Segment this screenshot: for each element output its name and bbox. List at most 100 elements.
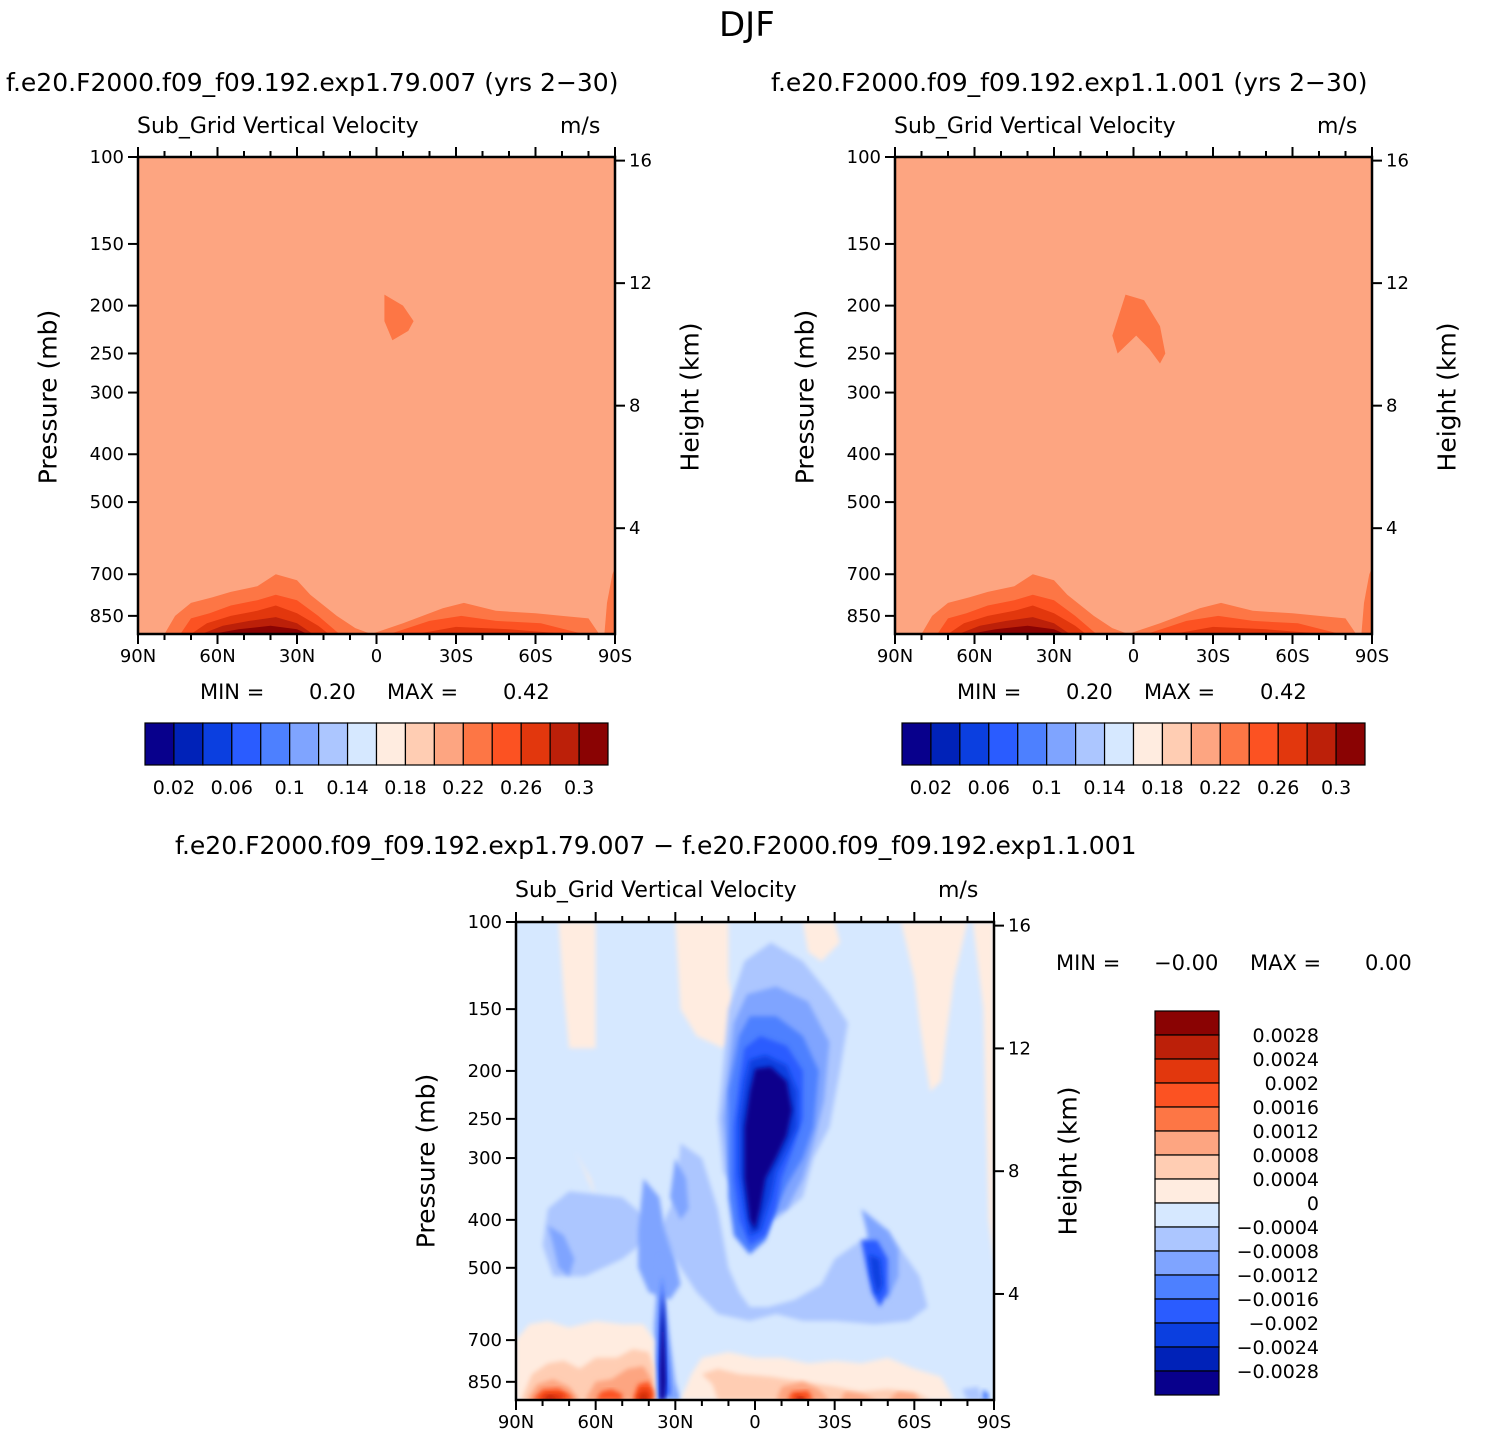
right-colorbar-swatch	[988, 722, 1019, 766]
right-colorbar-label: 0.1	[1032, 777, 1062, 799]
diff-colorbar-swatch	[1154, 1058, 1220, 1084]
left-lat-tick-label: 90N	[120, 646, 156, 667]
diff-lat-tick-label: 60S	[897, 1412, 931, 1433]
right-colorbar-swatch	[1075, 722, 1106, 766]
figure-title: DJF	[719, 5, 775, 45]
right-colorbar-label: 0.26	[1257, 777, 1299, 799]
right-colorbar-swatch	[1248, 722, 1279, 766]
right-max-value: 0.42	[1260, 680, 1307, 704]
left-lat-tick-label: 0	[371, 646, 382, 667]
right-colorbar-label: 0.18	[1141, 777, 1183, 799]
diff-colorbar-swatch	[1154, 1346, 1220, 1372]
diff-pressure-tick-label: 400	[468, 1210, 502, 1231]
diff-colorbar-label: 0.0012	[1253, 1121, 1319, 1143]
diff-pressure-tick-label: 300	[468, 1148, 502, 1169]
diff-max-label: MAX =	[1250, 951, 1322, 975]
left-colorbar-swatch	[231, 722, 262, 766]
left-lat-tick-label: 60S	[518, 646, 552, 667]
diff-pressure-tick-label: 850	[468, 1372, 502, 1393]
right-variable-label: Sub_Grid Vertical Velocity	[894, 114, 1176, 139]
right-pressure-tick-label: 400	[847, 444, 881, 465]
left-pressure-tick-label: 400	[90, 444, 124, 465]
diff-colorbar-label: −0.0024	[1237, 1337, 1319, 1359]
right-colorbar-label: 0.22	[1199, 777, 1241, 799]
right-lat-tick-label: 0	[1128, 646, 1139, 667]
left-contour-band	[416, 626, 568, 634]
diff-colorbar-swatch	[1154, 1202, 1220, 1228]
right-colorbar-swatch	[1277, 722, 1308, 766]
diff-height-tick-label: 16	[1008, 916, 1031, 937]
diff-max-value: 0.00	[1365, 951, 1412, 975]
left-colorbar-swatch	[346, 722, 378, 766]
right-field-background	[895, 157, 1372, 634]
left-colorbar-label: 0.26	[500, 777, 542, 799]
right-height-tick-label: 12	[1386, 273, 1409, 294]
left-pressure-tick-label: 250	[90, 343, 124, 364]
right-colorbar-label: 0.06	[968, 777, 1010, 799]
diff-colorbar-label: 0.0004	[1253, 1169, 1319, 1191]
diff-pressure-tick-label: 700	[468, 1330, 502, 1351]
right-colorbar-swatch	[1306, 722, 1337, 766]
diff-colorbar-label: −0.0028	[1237, 1361, 1319, 1383]
diff-colorbar-swatch	[1154, 1106, 1220, 1132]
left-field-background	[138, 157, 615, 634]
left-contour-band	[212, 625, 308, 634]
left-colorbar-swatch	[491, 722, 522, 766]
left-pressure-tick-label: 200	[90, 296, 124, 317]
left-lat-tick-label: 30N	[279, 646, 315, 667]
right-lat-tick-label: 30S	[1196, 646, 1230, 667]
diff-contour-band	[659, 1292, 666, 1400]
diff-contour-band	[701, 1368, 931, 1400]
left-colorbar-label: 0.18	[384, 777, 426, 799]
left-lat-tick-label: 30S	[439, 646, 473, 667]
right-colorbar-swatch	[1046, 722, 1077, 766]
left-colorbar-swatch	[520, 722, 551, 766]
right-contour-band	[1146, 615, 1341, 634]
left-colorbar-swatch	[375, 722, 407, 766]
diff-contour-band	[547, 1225, 575, 1277]
left-max-value: 0.42	[503, 680, 550, 704]
diff-contour-band	[901, 922, 968, 1092]
right-min-value: 0.20	[1066, 680, 1113, 704]
right-pressure-tick-label: 700	[847, 564, 881, 585]
left-lat-tick-label: 90S	[598, 646, 632, 667]
right-units-label: m/s	[1317, 114, 1358, 139]
diff-colorbar-label: 0.0028	[1253, 1025, 1319, 1047]
right-colorbar-swatch	[901, 722, 932, 766]
right-pressure-tick-label: 500	[847, 492, 881, 513]
right-pressure-tick-label: 850	[847, 606, 881, 627]
diff-lat-tick-label: 90S	[977, 1412, 1011, 1433]
diff-contour-band	[744, 1066, 793, 1231]
right-colorbar-swatch	[1132, 722, 1164, 766]
right-pressure-tick-label: 300	[847, 383, 881, 404]
left-colorbar-swatch	[144, 722, 175, 766]
diff-min-value: −0.00	[1154, 951, 1219, 975]
left-colorbar-label: 0.1	[275, 777, 305, 799]
left-units-label: m/s	[560, 114, 601, 139]
diff-contour-band	[595, 1389, 623, 1400]
diff-colorbar-swatch	[1154, 1178, 1220, 1204]
diff-colorbar-swatch	[1154, 1322, 1220, 1348]
left-colorbar-swatch	[289, 722, 320, 766]
diff-colorbar-label: 0.002	[1265, 1073, 1319, 1095]
diff-colorbar-swatch	[1154, 1274, 1220, 1300]
left-contour-band	[604, 568, 615, 634]
diff-contour-band	[601, 922, 740, 1049]
diff-contour-band	[802, 922, 840, 962]
diff-units-label: m/s	[938, 878, 979, 903]
right-colorbar-label: 0.14	[1083, 777, 1125, 799]
right-height-tick-label: 16	[1386, 151, 1409, 172]
right-colorbar-swatch	[1017, 722, 1048, 766]
right-pressure-tick-label: 100	[847, 147, 881, 168]
left-colorbar-label: 0.22	[442, 777, 484, 799]
diff-contour-band	[840, 1391, 878, 1400]
diff-lat-tick-label: 0	[749, 1412, 760, 1433]
right-height-tick-label: 4	[1386, 518, 1397, 539]
right-height-tick-label: 8	[1386, 396, 1397, 417]
diff-colorbar-swatch	[1154, 1154, 1220, 1180]
left-height-tick-label: 16	[629, 151, 652, 172]
left-colorbar-swatch	[549, 722, 580, 766]
left-height-tick-label: 4	[629, 518, 640, 539]
left-colorbar-swatch	[433, 722, 464, 766]
left-min-label: MIN =	[200, 680, 265, 704]
